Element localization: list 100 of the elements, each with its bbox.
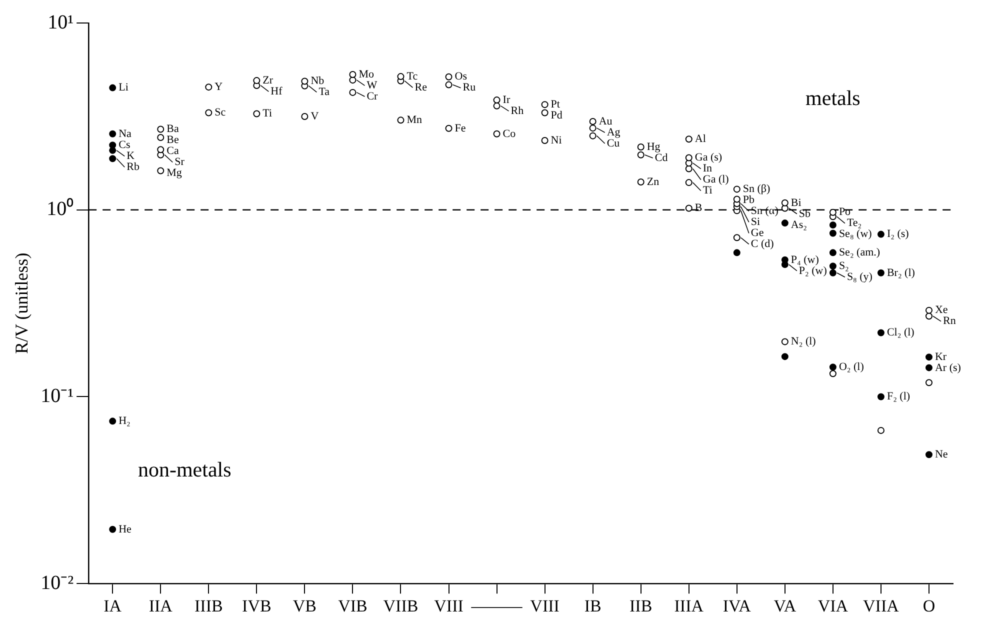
data-label: Ag [606, 126, 621, 138]
data-label: Br₂ (l) [886, 266, 916, 279]
point [829, 249, 836, 256]
point [925, 354, 932, 361]
data-label: In [702, 162, 713, 175]
y-axis-title: R/V (unitless) [12, 252, 32, 354]
x-tick-label: ——— [470, 596, 524, 616]
point [589, 132, 596, 140]
data-label: Nb [310, 75, 325, 88]
point [349, 71, 356, 78]
data-label: Hf [270, 85, 283, 98]
point [637, 151, 644, 158]
data-label: Rb [126, 161, 140, 174]
x-tick-label: VIIA [863, 596, 900, 616]
data-label: Ca [166, 145, 179, 158]
data-label: Re [414, 81, 428, 94]
point [589, 124, 596, 132]
data-label: H₂ [118, 415, 131, 428]
x-tick-label: VIA [818, 596, 849, 616]
data-label: Te₂ [846, 217, 862, 230]
data-label: Pb [742, 194, 756, 206]
point [781, 199, 788, 206]
data-label: F₂ (l) [886, 390, 910, 403]
x-tick-label: IIA [148, 596, 174, 616]
data-label: Pd [550, 109, 563, 122]
data-label: Ti [262, 108, 272, 120]
data-label: Ni [550, 134, 562, 146]
x-tick-label: IIB [630, 596, 652, 616]
data-label: Se₈ (w) [838, 228, 872, 240]
data-label: V [310, 110, 319, 122]
data-label: Po [838, 206, 852, 218]
point [253, 77, 260, 84]
x-tick-label: IB [584, 596, 602, 616]
point [685, 204, 692, 212]
x-tick-label: IIIB [194, 596, 223, 616]
point [157, 167, 164, 174]
y-tick-label: 10⁻² [40, 572, 74, 594]
data-label: Au [598, 115, 613, 128]
point [685, 165, 692, 172]
data-label: Sc [214, 106, 226, 119]
data-label: Ga (s) [694, 152, 722, 164]
data-label: O₂ (l) [838, 361, 864, 374]
point [781, 256, 788, 264]
data-label: Y [214, 80, 223, 93]
point [493, 102, 500, 110]
data-label: Cr [366, 90, 378, 102]
x-tick-label: VIII [530, 596, 560, 616]
point [829, 230, 836, 237]
data-label: Zr [262, 74, 274, 86]
data-label: Na [118, 128, 132, 140]
point [685, 179, 692, 186]
data-label: Cl₂ (l) [886, 326, 915, 339]
point [493, 96, 500, 104]
data-label: P₂ (w) [798, 264, 828, 277]
data-label: Mg [166, 167, 182, 180]
x-tick-label: IVA [722, 596, 752, 616]
point [205, 109, 212, 116]
data-label: K [126, 150, 135, 162]
x-tick-label: VIB [338, 596, 368, 616]
point [397, 73, 404, 80]
point [541, 109, 548, 116]
data-label: Ir [502, 94, 510, 106]
point [157, 126, 164, 133]
point [589, 118, 596, 126]
data-label: I₂ (s) [886, 228, 910, 240]
x-tick-label: IIIA [674, 596, 704, 616]
point [109, 142, 116, 149]
point [733, 196, 740, 203]
data-label: Al [694, 133, 706, 146]
data-label: Fe [454, 122, 466, 134]
point [301, 112, 308, 120]
data-label: Li [118, 82, 128, 94]
point [925, 451, 932, 458]
point [877, 426, 884, 434]
x-tick-label: O [922, 596, 936, 616]
data-label: Ne [934, 448, 948, 461]
data-label: Ba [166, 123, 179, 136]
point [781, 338, 788, 346]
point [349, 88, 356, 96]
point [733, 186, 740, 193]
x-tick-label: VA [774, 596, 797, 616]
data-label: Xe [934, 304, 948, 316]
data-label: Rn [942, 315, 956, 328]
point [157, 134, 164, 141]
point [109, 526, 116, 533]
point [493, 130, 500, 138]
data-label: Sr [174, 156, 185, 168]
point [829, 364, 836, 371]
data-label: Be [166, 134, 179, 146]
point [877, 230, 884, 238]
point [637, 143, 644, 150]
annotation: metals [806, 86, 860, 110]
data-label: Ga (l) [702, 174, 730, 186]
x-tick-label: IVB [242, 596, 272, 616]
y-tick-label: 10⁰ [46, 197, 74, 220]
point [445, 81, 452, 88]
point [925, 379, 932, 386]
point [925, 312, 932, 320]
point [445, 124, 452, 132]
point [733, 249, 740, 256]
